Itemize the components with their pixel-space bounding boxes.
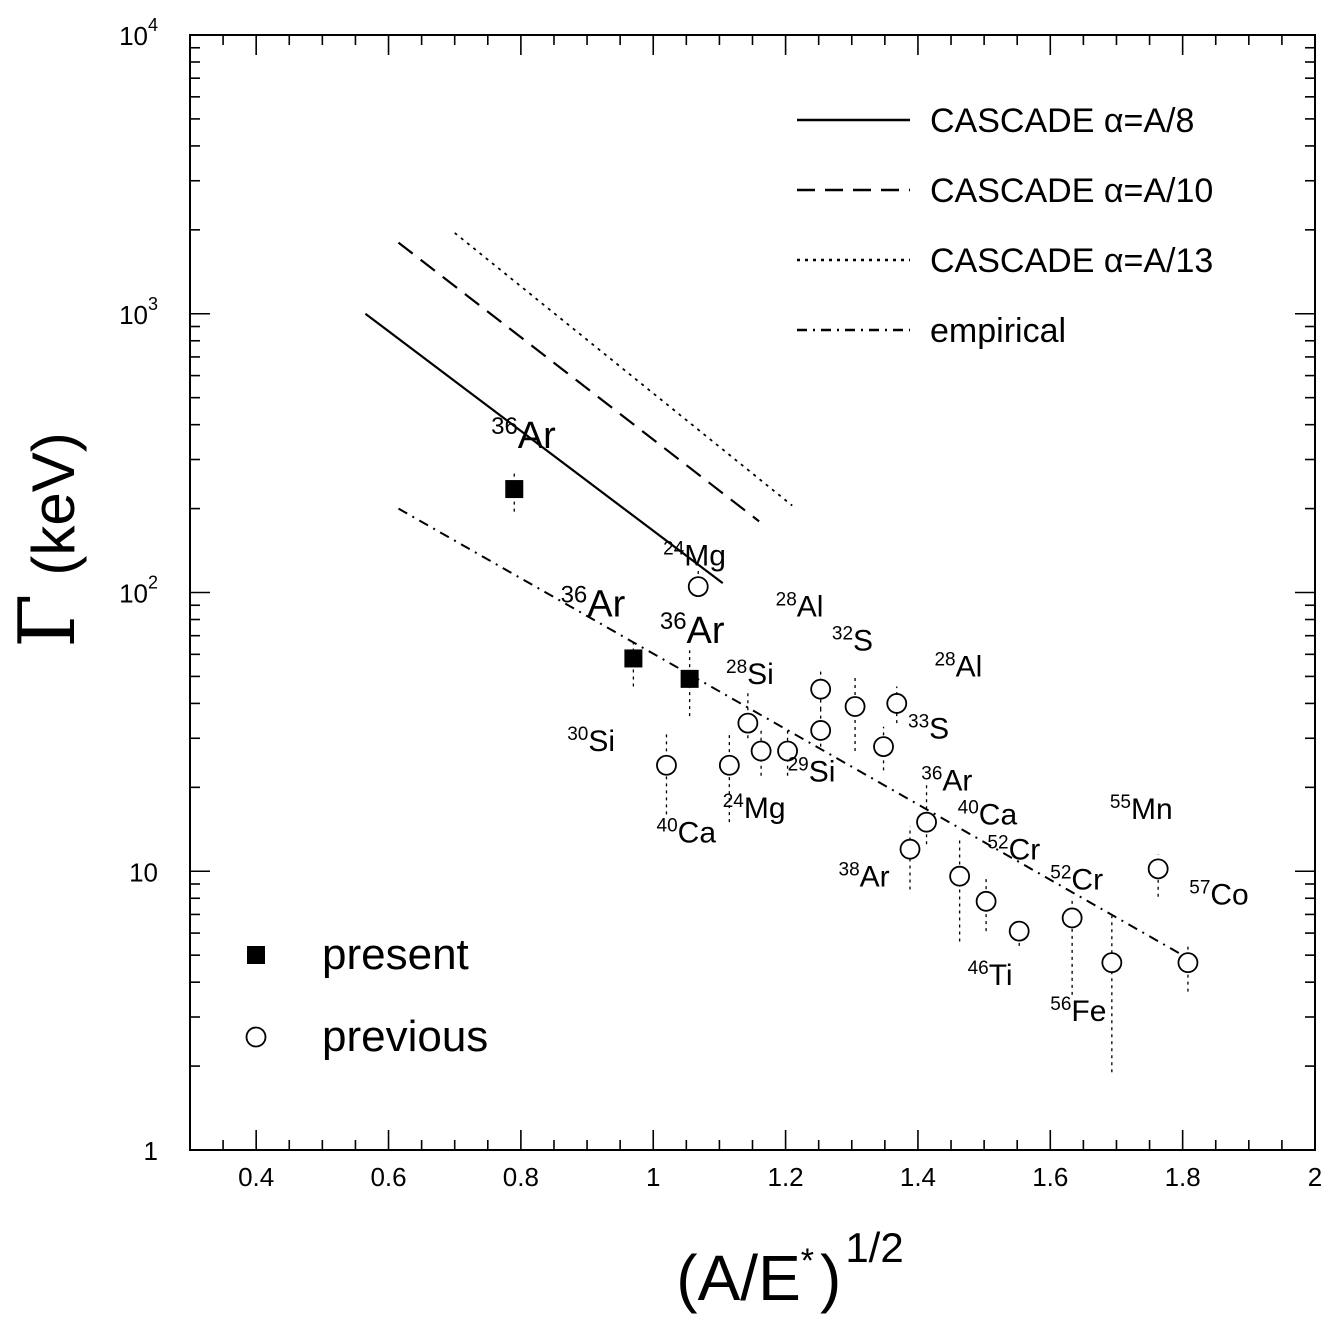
series-line (397, 241, 760, 523)
isotope-label: 32S (832, 623, 873, 657)
isotope-label: 28Si (726, 657, 774, 691)
isotope-label: 24Mg (723, 791, 786, 825)
isotope-label: 36Ar (921, 763, 972, 797)
isotope-label: 29Si (788, 754, 836, 788)
x-axis-close: ) (820, 1242, 841, 1314)
previous-point (873, 736, 894, 758)
x-tick-label: 2 (1308, 1162, 1322, 1192)
series-lines (364, 232, 1184, 957)
x-axis-exponent: 1/2 (845, 1224, 903, 1271)
isotope-label: 40Ca (657, 815, 717, 849)
previous-point (844, 696, 866, 717)
isotope-label: 24Mg (663, 538, 726, 572)
previous-point (1008, 920, 1030, 942)
x-tick-label: 1 (646, 1162, 660, 1192)
previous-point (737, 712, 759, 734)
marker-legend-swatch (247, 946, 265, 964)
previous-point (1101, 952, 1123, 974)
previous-point (656, 754, 677, 776)
present-point (624, 649, 643, 668)
legend-label: CASCADE α=A/13 (930, 242, 1213, 280)
svg-text:Γ(keV): Γ (keV) (3, 432, 93, 647)
isotope-label: 57Co (1189, 877, 1249, 911)
isotope-label: 52Cr (1050, 863, 1103, 897)
legend-label: empirical (930, 312, 1066, 350)
y-axis-title: Γ (keV) (3, 432, 93, 647)
marker-legend-swatch (245, 1026, 267, 1048)
previous-point (975, 890, 997, 912)
x-tick-label: 1.2 (768, 1162, 804, 1192)
isotope-label: 36Ar (660, 608, 725, 652)
error-bars (513, 472, 1189, 1073)
previous-point (687, 576, 709, 597)
y-tick-label: 104 (119, 15, 158, 51)
isotope-label: 36Ar (561, 582, 626, 626)
series-line (397, 507, 1184, 957)
isotope-label: 56Fe (1050, 994, 1106, 1028)
isotope-label: 30Si (567, 724, 615, 758)
y-tick-label: 102 (119, 573, 158, 609)
x-tick-label: 1.4 (900, 1162, 936, 1192)
present-point (505, 480, 524, 499)
marker-legend-label: present (322, 930, 469, 979)
isotope-label: 28Al (934, 649, 982, 683)
x-tick-label: 0.8 (503, 1162, 539, 1192)
present-point (680, 669, 699, 688)
x-tick-label: 0.4 (238, 1162, 274, 1192)
previous-point (916, 811, 937, 833)
x-axis-star: * (801, 1242, 814, 1280)
marker-legend: present previous (245, 930, 488, 1061)
data-markers (505, 480, 1199, 974)
isotope-label: 40Ca (958, 798, 1018, 832)
isotope-label: 38Ar (839, 860, 890, 894)
marker-legend-label: previous (322, 1012, 488, 1061)
previous-point (949, 865, 971, 887)
isotope-label: 46Ti (968, 958, 1013, 992)
previous-point (810, 678, 832, 700)
y-tick-label: 1 (144, 1136, 158, 1166)
x-tick-label: 1.8 (1165, 1162, 1201, 1192)
legend-label: CASCADE α=A/8 (930, 102, 1194, 140)
isotope-label: 28Al (776, 590, 824, 624)
x-axis-base: (A/E (676, 1242, 800, 1314)
previous-point (1147, 858, 1169, 880)
x-tick-label: 1.6 (1032, 1162, 1068, 1192)
previous-point (1177, 952, 1199, 974)
previous-point (810, 720, 832, 741)
line-legend: CASCADE α=A/8 CASCADE α=A/10 CASCADE α=A/1… (797, 102, 1213, 350)
isotope-label: 33S (908, 711, 949, 745)
previous-point (777, 740, 798, 762)
previous-point (1061, 907, 1083, 929)
legend-label: CASCADE α=A/10 (930, 172, 1213, 210)
y-axis-unit: (keV) (20, 432, 87, 575)
isotope-label: 52Cr (987, 833, 1040, 867)
isotope-label: 36Ar (491, 413, 556, 457)
isotope-label: 55Mn (1110, 792, 1173, 826)
y-tick-label: 10 (129, 857, 158, 887)
series-line (364, 312, 724, 585)
previous-point (718, 754, 740, 776)
svg-text:(A/E*)1/2: (A/E*)1/2 (676, 1224, 903, 1314)
x-axis-title: (A/E*)1/2 (676, 1224, 903, 1314)
plot-axes: 0.4 0.6 0.8 1 1.2 1.4 1.6 1.8 2 1 10 102 103 104 (119, 15, 1322, 1192)
previous-point (750, 740, 772, 762)
x-tick-label: 0.6 (370, 1162, 406, 1192)
previous-point (886, 693, 908, 714)
y-tick-label: 103 (119, 294, 158, 330)
previous-point (899, 838, 921, 860)
y-axis-symbol: Γ (3, 594, 93, 648)
series-line (454, 232, 793, 507)
